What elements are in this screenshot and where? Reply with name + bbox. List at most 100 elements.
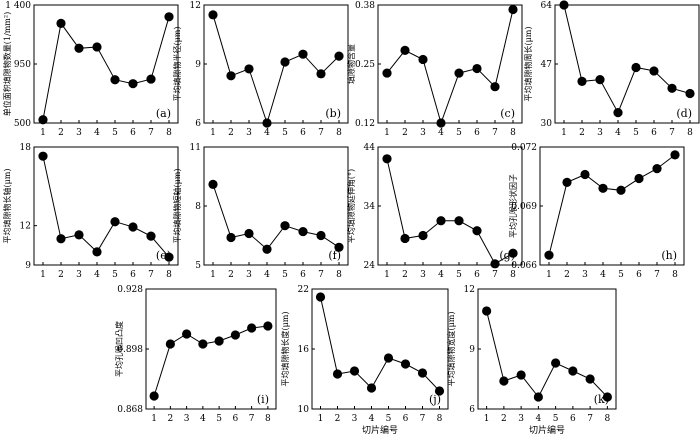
panel-label: (i) [257, 393, 269, 406]
panel-label: (f) [328, 249, 341, 262]
data-point [149, 391, 159, 401]
plot-frame [203, 146, 349, 266]
x-axis-label: 切片编号 [362, 424, 398, 434]
x-tick-label: 1 [384, 128, 390, 138]
data-point [316, 69, 326, 79]
y-tick-label: 500 [14, 119, 31, 129]
series-line [563, 4, 691, 114]
chart-panel: 1 2 3 4 5 6 7 8 22 16 10 (j) 平均填隙物长度(μm) 切片编号 [280, 285, 449, 434]
data-point [182, 329, 192, 339]
data-point [472, 63, 482, 74]
data-point [667, 83, 677, 93]
data-point [164, 12, 174, 22]
data-point [366, 383, 377, 393]
x-tick-label: 6 [130, 270, 136, 280]
y-axis-label: 平均填隙物延伸角(°) [346, 169, 356, 243]
x-tick-label: 1 [384, 270, 390, 280]
y-tick-label: 24 [364, 261, 376, 271]
chart-panel: 1 2 3 4 5 6 7 8 0.072 0.069 0.066 (h) 平均孔喉形状因子 [508, 143, 685, 280]
data-point [580, 169, 590, 180]
x-tick-label: 5 [456, 128, 462, 138]
data-point [247, 323, 257, 333]
y-tick-label: 9 [195, 60, 201, 70]
data-point [164, 252, 174, 262]
data-point [400, 359, 411, 369]
data-point [516, 370, 526, 380]
x-tick-label: 1 [40, 128, 46, 138]
x-tick-label: 8 [437, 414, 443, 424]
y-tick-label: 1 400 [5, 1, 31, 11]
x-tick-label: 3 [246, 270, 252, 280]
data-point [595, 75, 605, 85]
x-tick-label: 6 [474, 128, 480, 138]
x-tick-label: 4 [264, 128, 270, 138]
y-axis-label: 平均孔喉形状因子 [508, 174, 518, 238]
x-tick-label: 6 [651, 128, 657, 138]
y-tick-label: 9 [25, 261, 31, 271]
x-tick-label: 7 [318, 128, 324, 138]
data-point [562, 177, 572, 187]
y-tick-label: 6 [469, 405, 475, 415]
y-axis-label: 平均填隙物周长(μm) [523, 26, 533, 101]
data-point [316, 230, 326, 241]
data-point [244, 64, 254, 74]
x-tick-label: 8 [687, 128, 693, 138]
x-tick-label: 3 [76, 270, 82, 280]
data-point [499, 376, 509, 386]
x-tick-label: 7 [420, 414, 426, 424]
data-point [616, 185, 626, 195]
y-tick-label: 10 [298, 405, 310, 415]
panel-label: (k) [594, 393, 609, 406]
x-tick-label: 8 [510, 128, 516, 138]
x-tick-label: 7 [492, 128, 498, 138]
x-tick-label: 3 [76, 128, 82, 138]
data-point [670, 150, 680, 160]
y-tick-label: 47 [541, 60, 553, 70]
x-tick-label: 5 [282, 270, 288, 280]
y-tick-label: 0.066 [511, 261, 537, 271]
series-line [212, 14, 340, 125]
data-point [334, 51, 344, 61]
x-tick-label: 5 [553, 414, 559, 424]
y-tick-label: 950 [14, 60, 31, 70]
y-axis-label: 平均填隙物短轴(μm) [172, 168, 182, 243]
y-tick-label: 0.072 [511, 143, 537, 153]
x-tick-label: 3 [420, 270, 426, 280]
x-tick-label: 5 [112, 270, 118, 280]
data-point [382, 154, 392, 164]
data-point [436, 118, 446, 128]
y-tick-label: 6 [195, 119, 201, 129]
data-point [602, 392, 612, 402]
x-tick-label: 7 [669, 128, 675, 138]
panel-label: (j) [429, 393, 441, 406]
data-point [74, 230, 84, 240]
x-tick-label: 3 [352, 414, 358, 424]
x-tick-label: 2 [58, 270, 64, 280]
x-tick-label: 7 [148, 128, 154, 138]
data-point [559, 0, 569, 10]
plot-frame [33, 146, 179, 266]
x-tick-label: 8 [336, 128, 342, 138]
y-tick-label: 0.898 [117, 345, 143, 355]
data-point [634, 173, 644, 184]
y-tick-label: 0.25 [355, 60, 375, 70]
data-point [544, 250, 554, 260]
plot-frame [203, 4, 349, 124]
x-tick-label: 3 [597, 128, 603, 138]
x-tick-label: 1 [210, 270, 216, 280]
y-axis-label: 平均孔喉凹凸度 [114, 321, 124, 377]
data-point [551, 358, 561, 368]
x-tick-label: 8 [265, 414, 271, 424]
data-point [383, 353, 394, 363]
data-point [280, 221, 290, 231]
y-axis-label: 平均填隙物宽度(μm) [446, 311, 456, 386]
series-line [153, 325, 268, 397]
y-tick-label: 0.12 [355, 119, 375, 129]
data-point [332, 369, 343, 379]
series-line [42, 16, 170, 120]
x-tick-label: 2 [335, 414, 341, 424]
data-point [298, 226, 308, 237]
data-point [490, 82, 500, 92]
